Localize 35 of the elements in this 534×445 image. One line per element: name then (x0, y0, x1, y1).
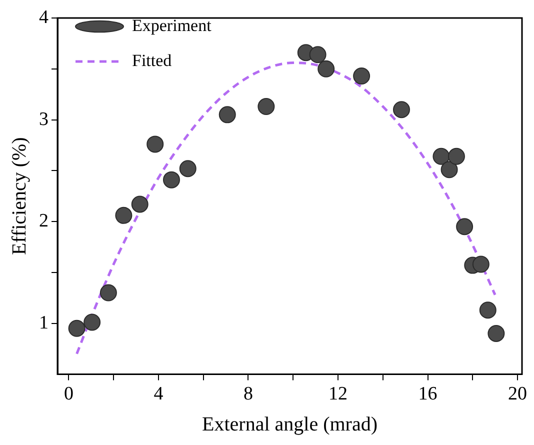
point (318, 60, 335, 78)
x-tick-label: 8 (243, 384, 253, 405)
point (353, 68, 370, 85)
point (146, 136, 164, 153)
point (309, 46, 326, 64)
y-tick-label: 4 (39, 6, 49, 28)
x-axis-title: External angle (mrad) (202, 413, 378, 436)
point (448, 148, 465, 165)
point (488, 324, 505, 342)
point (218, 106, 236, 124)
point (162, 171, 180, 188)
point (432, 148, 450, 165)
x-tick-label: 20 (508, 384, 528, 405)
y-axis-title: Efficiency (%) (8, 137, 30, 256)
y-tick-label: 2 (39, 210, 48, 232)
x-tick-label: 16 (418, 384, 438, 405)
y-tick-label: 1 (39, 312, 48, 334)
y-tick-label: 3 (39, 108, 48, 130)
point (131, 196, 148, 213)
point (456, 218, 474, 236)
point (440, 161, 458, 178)
point (258, 98, 275, 116)
point (68, 320, 86, 337)
x-tick-label: 4 (154, 384, 164, 405)
point (100, 284, 117, 302)
point (472, 256, 490, 273)
point (393, 101, 410, 118)
legend-label: Fitted (132, 50, 172, 70)
point (115, 206, 132, 224)
point (479, 302, 496, 319)
point (179, 160, 196, 178)
legend-label: Experiment (132, 16, 212, 35)
point (84, 314, 101, 331)
x-tick-label: 0 (64, 384, 74, 405)
x-tick-label: 12 (328, 384, 348, 405)
